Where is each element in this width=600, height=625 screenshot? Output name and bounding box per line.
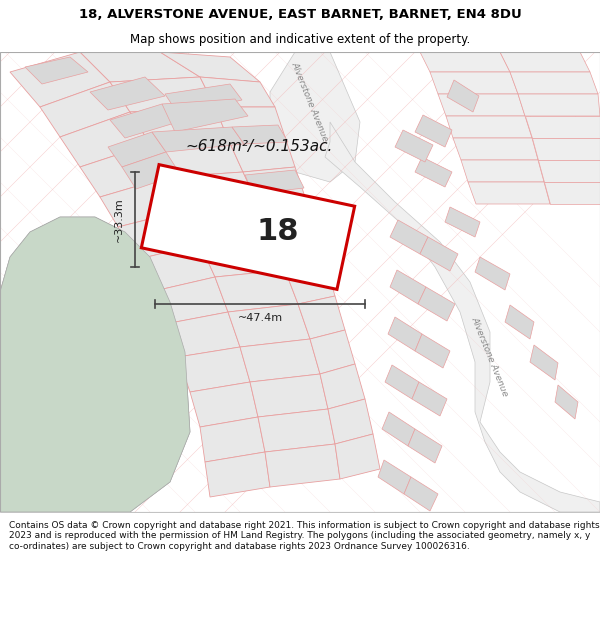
Polygon shape [245,170,304,194]
Polygon shape [165,84,242,114]
Polygon shape [385,365,419,399]
Polygon shape [415,115,452,147]
Polygon shape [530,345,558,380]
Polygon shape [200,77,275,107]
Polygon shape [80,52,200,82]
Polygon shape [110,104,178,138]
Text: 18, ALVERSTONE AVENUE, EAST BARNET, BARNET, EN4 8DU: 18, ALVERSTONE AVENUE, EAST BARNET, BARN… [79,8,521,21]
Polygon shape [438,94,525,116]
Polygon shape [447,80,479,112]
Text: Contains OS data © Crown copyright and database right 2021. This information is : Contains OS data © Crown copyright and d… [9,521,599,551]
Polygon shape [525,116,600,138]
Text: Alverstone Avenue: Alverstone Avenue [290,61,330,143]
Polygon shape [265,444,340,487]
Polygon shape [395,130,433,162]
Polygon shape [505,305,534,339]
Polygon shape [40,82,130,137]
Polygon shape [110,77,215,112]
Text: 18: 18 [257,217,299,246]
Polygon shape [328,399,373,444]
Polygon shape [228,137,295,172]
Polygon shape [445,207,480,237]
Polygon shape [162,99,248,132]
Polygon shape [412,382,447,416]
Polygon shape [446,116,532,138]
Polygon shape [135,244,215,292]
Polygon shape [232,125,288,144]
Polygon shape [150,139,243,177]
Polygon shape [25,57,88,84]
Polygon shape [388,317,422,351]
Polygon shape [258,197,315,237]
Polygon shape [500,52,590,72]
Polygon shape [285,262,335,304]
Polygon shape [430,72,518,94]
Polygon shape [544,182,600,204]
Polygon shape [168,172,258,210]
Polygon shape [390,270,426,304]
Polygon shape [228,304,310,347]
Polygon shape [270,52,360,182]
Polygon shape [335,434,380,479]
Text: Alverstone Avenue: Alverstone Avenue [470,316,510,398]
Polygon shape [165,312,240,357]
Polygon shape [475,257,510,290]
Polygon shape [108,132,166,167]
Polygon shape [468,182,550,204]
Text: ~47.4m: ~47.4m [238,313,283,323]
Polygon shape [378,460,411,494]
Polygon shape [510,72,598,94]
Polygon shape [298,296,345,339]
Polygon shape [250,374,328,417]
Polygon shape [415,334,450,368]
Polygon shape [453,138,538,160]
Polygon shape [60,112,150,167]
Text: Map shows position and indicative extent of the property.: Map shows position and indicative extent… [130,32,470,46]
Polygon shape [215,107,285,139]
Polygon shape [90,77,165,110]
Polygon shape [240,339,320,382]
Polygon shape [272,229,325,270]
Polygon shape [408,429,442,463]
Polygon shape [555,385,578,419]
Polygon shape [538,160,600,182]
Polygon shape [205,452,270,497]
Text: ~33.3m: ~33.3m [114,197,124,242]
Polygon shape [130,107,228,144]
Polygon shape [150,277,228,324]
Polygon shape [100,177,185,227]
Polygon shape [382,412,415,446]
Polygon shape [190,382,258,427]
Polygon shape [420,52,510,72]
Polygon shape [200,417,265,462]
Polygon shape [404,477,438,511]
Polygon shape [10,52,110,107]
Polygon shape [142,164,355,289]
Polygon shape [0,217,190,512]
Polygon shape [118,210,200,260]
Polygon shape [320,364,365,409]
Polygon shape [415,157,452,187]
Polygon shape [122,152,180,189]
Polygon shape [310,330,355,374]
Polygon shape [0,217,190,512]
Polygon shape [80,144,168,197]
Polygon shape [532,138,600,160]
Polygon shape [200,237,285,277]
Text: ~618m²/~0.153ac.: ~618m²/~0.153ac. [185,139,332,154]
Polygon shape [325,122,600,512]
Polygon shape [178,347,250,392]
Polygon shape [215,270,298,312]
Polygon shape [420,237,458,271]
Polygon shape [160,52,260,82]
Polygon shape [185,204,272,244]
Polygon shape [390,220,428,254]
Polygon shape [258,409,335,452]
Polygon shape [518,94,600,116]
Polygon shape [243,167,305,204]
Polygon shape [461,160,544,182]
Polygon shape [152,127,244,152]
Polygon shape [418,287,455,321]
